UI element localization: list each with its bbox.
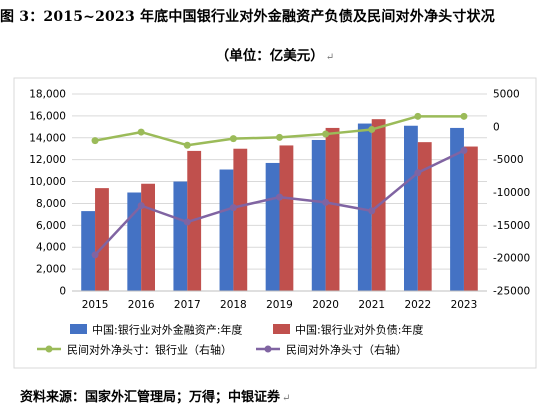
right-tick-label: -20000 [493, 253, 530, 265]
point-bank-net-position [368, 125, 376, 133]
chart-subtitle: （单位：亿美元） ↵ [0, 44, 550, 64]
left-tick-label: 16,000 [29, 110, 66, 122]
legend-swatch-marker [45, 345, 53, 353]
x-tick-label: 2023 [451, 299, 478, 311]
point-bank-net-position [183, 141, 191, 149]
point-private-net-position [276, 193, 283, 201]
left-tick-label: 0 [59, 286, 66, 298]
left-tick-label: 6,000 [36, 220, 66, 232]
bar-liabilities [279, 145, 294, 291]
bar-assets [265, 162, 280, 291]
point-private-net-position [183, 218, 191, 226]
title-text: 2015~2023 年底中国银行业对外金融资产负债及民间对外净头寸状况 [43, 9, 495, 25]
bar-assets [450, 127, 464, 291]
bar-assets [81, 211, 96, 291]
x-tick-label: 2019 [266, 299, 293, 311]
bar-assets [404, 125, 418, 291]
bar-liabilities [141, 183, 155, 291]
left-tick-label: 10,000 [29, 176, 66, 188]
subtitle-text: （单位：亿美元） [215, 48, 324, 64]
legend-label: 中国:银行业对外负债:年度 [295, 323, 423, 337]
legend-label: 民间对外净头寸（右轴） [286, 343, 407, 357]
point-bank-net-position [460, 112, 468, 120]
legend-label: 民间对外净头寸：银行业（右轴） [67, 343, 232, 357]
point-bank-net-position [91, 137, 99, 145]
left-tick-label: 14,000 [29, 132, 66, 144]
left-tick-label: 2,000 [36, 264, 66, 276]
right-tick-label: -15000 [493, 220, 530, 232]
bar-assets [219, 169, 234, 291]
left-tick-label: 12,000 [29, 154, 66, 166]
bar-liabilities [233, 148, 248, 291]
left-tick-label: 18,000 [29, 89, 66, 101]
chart-title: 图 3：2015~2023 年底中国银行业对外金融资产负债及民间对外净头寸状况 [0, 6, 550, 26]
legend-swatch-bar [273, 324, 290, 334]
point-bank-net-position [229, 135, 237, 143]
left-tick-label: 4,000 [36, 242, 66, 254]
right-tick-label: 0 [493, 121, 500, 133]
bar-assets [311, 139, 326, 291]
right-tick-label: -10000 [493, 187, 530, 199]
bar-liabilities [463, 146, 478, 291]
return-mark-icon: ↵ [282, 393, 291, 404]
point-private-net-position [414, 169, 422, 177]
legend-label: 中国:银行业对外金融资产:年度 [92, 323, 242, 337]
x-tick-label: 2015 [82, 299, 109, 311]
x-tick-label: 2016 [128, 299, 155, 311]
figure-label: 图 3： [0, 9, 44, 25]
point-bank-net-position [276, 133, 283, 141]
bar-liabilities [325, 127, 340, 291]
bar-liabilities [95, 188, 109, 291]
x-tick-label: 2020 [312, 299, 339, 311]
source-text: 资料来源：国家外汇管理局；万得；中银证券 [20, 390, 281, 405]
legend-swatch-bar [70, 324, 87, 334]
left-tick-label: 8,000 [36, 198, 66, 210]
point-private-net-position [368, 207, 376, 215]
right-tick-label: -25000 [493, 286, 530, 298]
right-tick-label: -5000 [493, 154, 524, 166]
point-private-net-position [137, 202, 145, 210]
point-private-net-position [229, 204, 237, 212]
chart-frame [13, 77, 537, 369]
point-bank-net-position [322, 130, 330, 138]
x-tick-label: 2018 [220, 299, 247, 311]
x-tick-label: 2022 [404, 299, 431, 311]
source-note: 资料来源：国家外汇管理局；万得；中银证券 ↵ [20, 386, 290, 405]
x-tick-label: 2021 [358, 299, 385, 311]
point-private-net-position [460, 146, 468, 154]
point-bank-net-position [137, 128, 145, 136]
point-private-net-position [91, 251, 99, 259]
legend-swatch-marker [264, 345, 272, 353]
bar-liabilities [417, 142, 432, 291]
point-private-net-position [322, 198, 330, 206]
return-mark-icon: ↵ [325, 52, 335, 63]
x-tick-label: 2017 [174, 299, 201, 311]
bar-assets [173, 181, 188, 291]
right-tick-label: 5000 [493, 89, 520, 101]
bar-assets [357, 123, 372, 291]
point-bank-net-position [414, 112, 422, 120]
